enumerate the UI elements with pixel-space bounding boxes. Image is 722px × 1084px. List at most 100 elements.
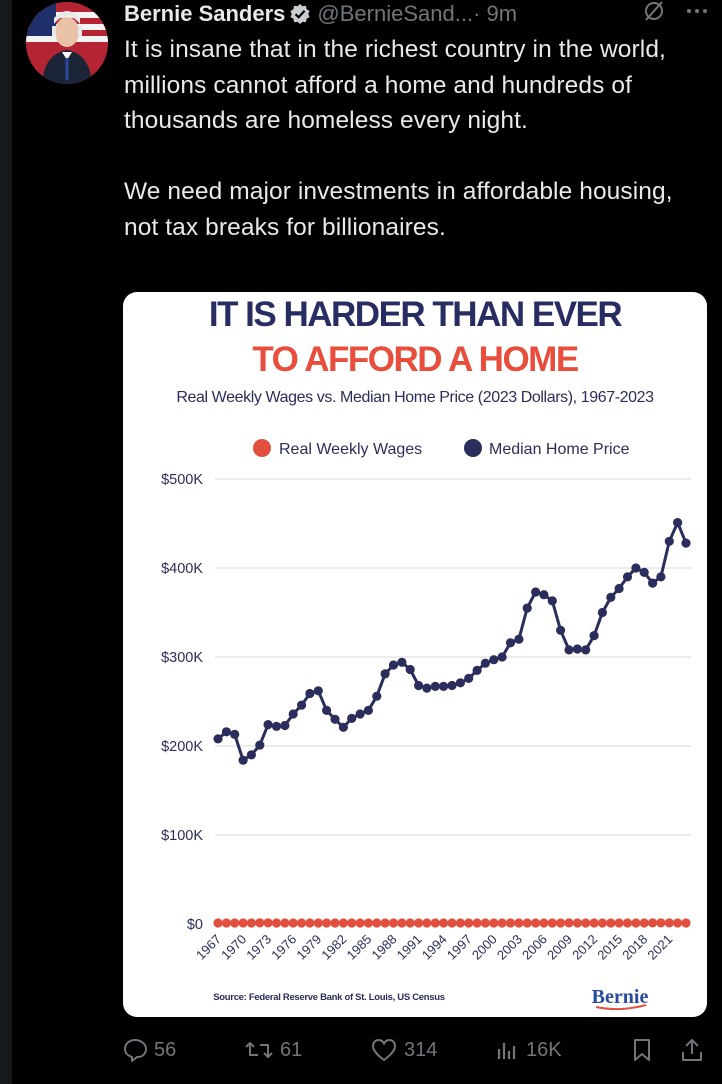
home-price-data-point	[564, 645, 574, 655]
home-price-data-point	[388, 660, 399, 670]
x-tick-label: 1994	[419, 932, 450, 963]
home-price-data-point	[288, 709, 298, 719]
home-price-data-point	[263, 720, 273, 730]
legend-wages-marker	[253, 439, 271, 457]
home-price-data-point	[422, 683, 432, 693]
wages-data-point	[388, 918, 399, 928]
home-price-data-point	[414, 680, 424, 691]
wages-data-point	[255, 918, 265, 928]
chart-grid	[215, 478, 691, 836]
wages-data-point	[271, 918, 282, 928]
home-price-data-point	[464, 673, 474, 683]
wages-data-point	[305, 918, 315, 928]
wages-data-point	[447, 918, 457, 928]
home-price-data-point	[597, 607, 607, 618]
views-button[interactable]: 16K	[494, 1037, 630, 1063]
home-price-data-point	[213, 734, 223, 744]
wages-data-point	[497, 918, 507, 928]
home-price-data-point	[489, 655, 499, 665]
author-avatar[interactable]	[26, 2, 108, 84]
home-price-data-point	[447, 680, 457, 691]
wages-data-point	[213, 918, 223, 928]
wages-data-point	[263, 918, 273, 928]
tweet-actions-bar: 56 61 314 16K	[122, 1030, 712, 1070]
x-tick-label: 1979	[293, 932, 324, 963]
legend-wages-label: Real Weekly Wages	[279, 441, 422, 458]
tweet-time[interactable]: · 9m	[473, 1, 518, 26]
wages-data-point	[397, 918, 407, 928]
bookmark-button[interactable]	[630, 1037, 680, 1063]
home-price-data-point	[397, 657, 407, 667]
home-price-data-point	[455, 678, 465, 688]
home-price-data-point	[330, 714, 340, 724]
home-price-data-point	[556, 625, 566, 635]
home-price-data-point	[606, 592, 616, 602]
home-price-data-point	[280, 720, 290, 731]
home-price-data-point	[664, 536, 674, 546]
x-tick-label: 1988	[369, 932, 400, 963]
wages-data-point	[422, 918, 432, 928]
reply-button[interactable]: 56	[122, 1037, 244, 1063]
home-price-data-point	[656, 572, 666, 582]
more-options-icon[interactable]	[684, 0, 710, 30]
repost-button[interactable]: 61	[244, 1037, 370, 1063]
x-tick-label: 2006	[519, 932, 550, 963]
wages-data-point	[522, 918, 532, 928]
like-count: 314	[404, 1038, 438, 1061]
home-price-data-point	[648, 578, 658, 588]
tweet-text: It is insane that in the richest country…	[124, 36, 673, 241]
home-price-data-point	[363, 705, 373, 715]
repost-count: 61	[280, 1038, 303, 1061]
wages-data-point	[330, 918, 340, 928]
left-timeline-rail	[0, 0, 12, 1084]
y-axis-labels: $0 $100K $200K $300K $400K $500K	[161, 472, 203, 933]
home-price-data-point	[614, 583, 624, 594]
chart-title: Real Weekly Wages vs. Median Home Price …	[176, 389, 654, 406]
x-tick-label: 1967	[193, 932, 224, 963]
y-tick-label: $200K	[161, 739, 203, 755]
chart-series	[213, 518, 691, 928]
y-tick-label: $300K	[161, 650, 203, 666]
wages-data-point	[639, 918, 649, 928]
home-price-data-point	[380, 669, 390, 679]
home-price-data-point	[673, 518, 683, 528]
author-handle[interactable]: @BernieSand...	[317, 1, 474, 26]
wages-data-point	[322, 918, 332, 928]
x-tick-label: 2012	[569, 932, 600, 963]
wages-data-point	[531, 918, 541, 928]
housing-chart: IT IS HARDER THAN EVER TO AFFORD A HOME …	[161, 295, 691, 1011]
home-price-data-point	[255, 740, 265, 750]
chart-card-image[interactable]: IT IS HARDER THAN EVER TO AFFORD A HOME …	[123, 292, 707, 1017]
wages-data-point	[372, 918, 382, 928]
x-tick-label: 2018	[619, 932, 650, 963]
wages-data-point	[405, 918, 415, 928]
home-price-data-point	[347, 713, 357, 723]
home-price-data-point	[230, 729, 240, 739]
home-price-data-point	[238, 755, 248, 765]
headline-line-2: TO AFFORD A HOME	[252, 340, 577, 379]
bernie-logo: Bernie	[592, 986, 649, 1008]
wages-data-point	[288, 918, 298, 928]
wages-data-point	[631, 918, 641, 928]
home-price-data-point	[522, 603, 532, 613]
x-tick-label: 2009	[544, 932, 575, 963]
reply-count: 56	[154, 1038, 177, 1061]
x-tick-label: 1982	[318, 932, 349, 963]
home-price-data-point	[497, 652, 507, 662]
views-count: 16K	[526, 1038, 562, 1061]
grok-icon[interactable]	[642, 0, 666, 30]
share-button[interactable]	[680, 1037, 710, 1063]
author-name[interactable]: Bernie Sanders	[124, 1, 286, 26]
wages-data-point	[681, 918, 691, 928]
home-price-data-point	[631, 563, 641, 573]
avatar-image	[26, 2, 108, 84]
wages-data-point	[556, 918, 566, 928]
wages-data-point	[673, 918, 683, 928]
wages-data-point	[505, 918, 516, 928]
home-price-data-point	[313, 686, 323, 696]
home-price-data-point	[480, 658, 490, 668]
home-price-data-point	[622, 572, 633, 582]
x-tick-label: 1985	[343, 932, 374, 963]
home-price-data-point	[531, 587, 541, 597]
like-button[interactable]: 314	[370, 1037, 494, 1063]
